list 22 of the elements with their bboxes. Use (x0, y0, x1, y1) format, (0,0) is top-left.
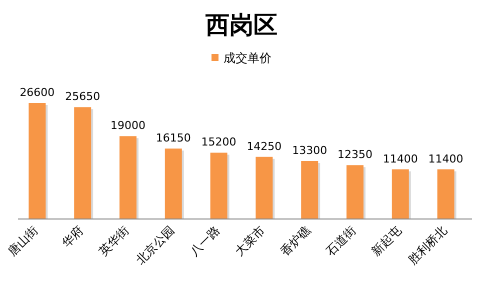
x-tick-label: 八一路 (187, 223, 222, 259)
data-label: 26600 (20, 86, 55, 99)
x-tick-label: 唐山街 (5, 223, 41, 259)
data-label: 16150 (156, 132, 191, 145)
x-tick-label: 新起屯 (368, 223, 404, 259)
x-tick-label: 英华街 (96, 223, 132, 259)
legend-label: 成交单价 (224, 51, 272, 65)
data-label: 25650 (65, 90, 100, 104)
data-label: 14250 (246, 140, 282, 153)
x-tick-label: 香炉礁 (278, 223, 314, 259)
x-tick-label: 胜利桥北 (406, 223, 450, 268)
data-label: 19000 (110, 119, 146, 132)
x-tick-label: 华府 (59, 223, 86, 250)
x-tick-label: 北京公园 (133, 223, 178, 268)
data-label: 11400 (428, 152, 464, 166)
data-label: 13300 (292, 144, 328, 157)
data-label: 12350 (338, 148, 372, 162)
data-label: 11400 (382, 152, 418, 166)
data-label: 15200 (201, 136, 236, 149)
chart-title: 西岗区 (204, 10, 278, 39)
x-tick-label: 石道街 (323, 223, 359, 259)
x-tick-label: 大菜市 (232, 223, 268, 259)
